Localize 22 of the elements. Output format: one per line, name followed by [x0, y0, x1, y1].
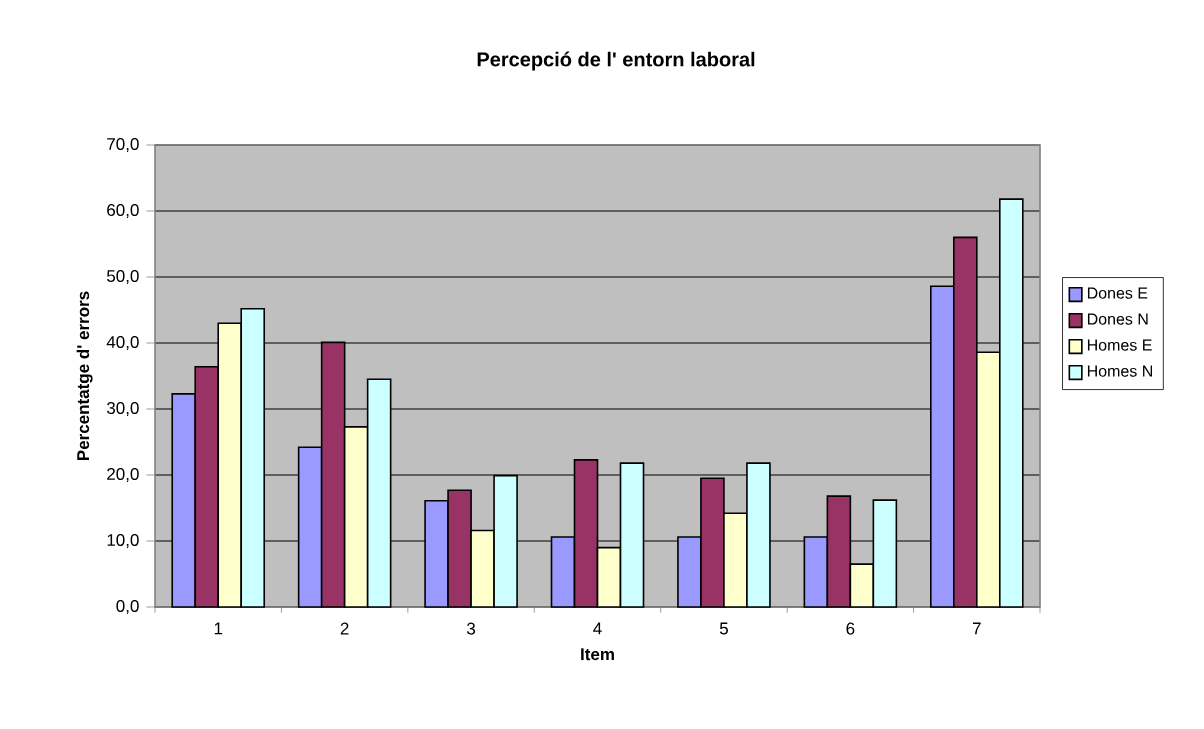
x-axis-title: Item	[581, 648, 614, 661]
x-tick-label: 2	[340, 622, 349, 635]
y-tick-label: 20,0	[107, 468, 139, 483]
x-tick-label: 3	[467, 622, 476, 635]
x-tick-label: 1	[214, 622, 223, 635]
y-tick-label: 70,0	[107, 138, 139, 153]
y-tick-label: 60,0	[107, 204, 139, 219]
legend-label: Dones E	[1087, 287, 1148, 299]
chart-title: Percepció de l' entorn laboral	[477, 51, 755, 71]
x-tick-label: 6	[846, 622, 855, 635]
x-tick-label: 4	[593, 622, 602, 635]
y-tick-label: 50,0	[107, 270, 139, 285]
y-tick-label: 0,0	[116, 599, 139, 615]
y-tick-label: 30,0	[106, 402, 139, 417]
legend-label: Homes N	[1087, 365, 1153, 377]
legend-label: Dones N	[1087, 313, 1148, 325]
y-tick-label: 10,0	[107, 533, 139, 549]
x-tick-label: 7	[972, 622, 981, 635]
legend-label: Homes E	[1087, 339, 1152, 351]
y-tick-label: 40,0	[106, 336, 139, 351]
y-axis-title: Percentatge d' errors	[76, 291, 93, 461]
x-tick-label: 5	[719, 622, 728, 635]
